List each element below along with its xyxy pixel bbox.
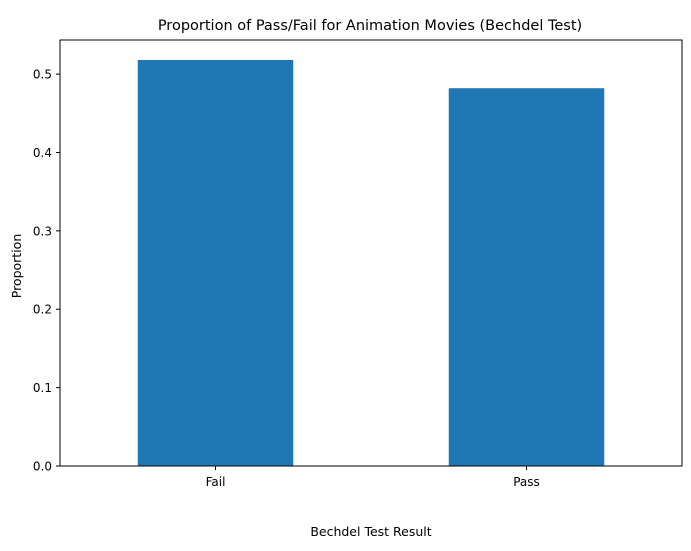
x-tick-label-pass: Pass [513,475,540,489]
y-tick-label: 0.0 [33,460,52,474]
x-axis-label: Bechdel Test Result [310,524,431,539]
chart-title: Proportion of Pass/Fail for Animation Mo… [158,18,582,34]
plot-frame [59,39,683,467]
x-axis: Fail Pass [206,466,540,489]
y-tick-label: 0.5 [33,68,52,82]
bars-group [137,59,605,467]
y-axis: 0.0 0.1 0.2 0.3 0.4 0.5 [33,68,60,474]
y-tick-label: 0.1 [33,381,52,395]
y-tick-label: 0.4 [33,146,52,160]
y-axis-label: Proportion [9,234,24,299]
y-tick-label: 0.3 [33,224,52,238]
bar-pass [448,88,605,467]
x-tick-label-fail: Fail [206,475,226,489]
y-tick-label: 0.2 [33,303,52,317]
bar-fail [137,59,294,466]
